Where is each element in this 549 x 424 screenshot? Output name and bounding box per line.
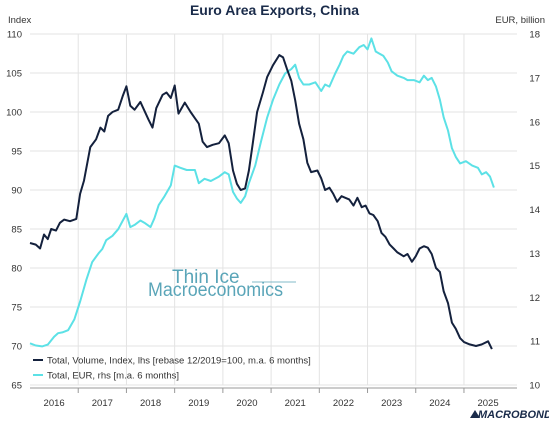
watermark-line1: Thin Ice	[172, 267, 240, 288]
x-tick-label: 2025	[477, 398, 498, 409]
right-tick-label: 14	[529, 205, 540, 216]
right-tick-label: 12	[529, 293, 540, 304]
right-tick-label: 10	[529, 381, 540, 392]
left-tick-label: 105	[6, 69, 22, 80]
legend-label-eur: Total, EUR, rhs [m.a. 6 months]	[47, 371, 179, 382]
x-tick-label: 2016	[44, 398, 65, 409]
watermark-logo: Thin Ice Macroeconomics	[148, 267, 296, 301]
right-axis-title: EUR, billion	[495, 15, 545, 26]
right-tick-label: 13	[529, 249, 540, 260]
x-tick-label: 2021	[285, 398, 306, 409]
x-tick-label: 2024	[429, 398, 450, 409]
left-tick-label: 100	[6, 108, 22, 119]
watermark-line2: Macroeconomics	[148, 280, 283, 301]
gridlines	[30, 33, 517, 393]
left-tick-label: 70	[11, 342, 22, 353]
right-tick-label: 11	[530, 337, 540, 348]
left-axis-title: Index	[8, 15, 31, 26]
x-tick-label: 2017	[92, 398, 113, 409]
right-tick-label: 15	[529, 161, 540, 172]
left-tick-label: 85	[11, 225, 22, 236]
left-tick-label: 65	[11, 381, 22, 392]
x-axis-ticks: 2016 2017 2018 2019 2020 2021 2022 2023 2024 2025	[44, 398, 499, 409]
macrobond-mark-icon	[470, 410, 480, 418]
left-tick-label: 90	[11, 186, 22, 197]
series-layer	[29, 37, 495, 350]
x-tick-label: 2020	[236, 398, 257, 409]
right-tick-label: 18	[529, 30, 540, 41]
legend: Total, Volume, Index, lhs [rebase 12/201…	[33, 356, 311, 382]
macrobond-logo: MACROBOND	[470, 409, 549, 421]
left-tick-label: 110	[7, 30, 22, 41]
x-tick-label: 2019	[188, 398, 209, 409]
chart-title: Euro Area Exports, China	[190, 2, 359, 18]
left-tick-label: 75	[11, 303, 22, 314]
right-tick-label: 17	[529, 73, 540, 84]
left-axis-ticks: 65 70 75 80 85 90 95 100 105 110	[6, 30, 22, 392]
legend-label-volume: Total, Volume, Index, lhs [rebase 12/201…	[47, 356, 311, 367]
series-line-eur	[29, 37, 495, 348]
x-tick-label: 2018	[140, 398, 161, 409]
right-axis-ticks: 10 11 12 13 14 15 16 17 18	[529, 30, 540, 392]
series-line-volume	[29, 54, 493, 350]
right-tick-label: 16	[529, 117, 540, 128]
x-tick-label: 2022	[333, 398, 354, 409]
left-tick-label: 95	[11, 147, 22, 158]
brand-name: MACROBOND	[478, 409, 549, 421]
left-tick-label: 80	[11, 264, 22, 275]
x-tick-label: 2023	[381, 398, 402, 409]
